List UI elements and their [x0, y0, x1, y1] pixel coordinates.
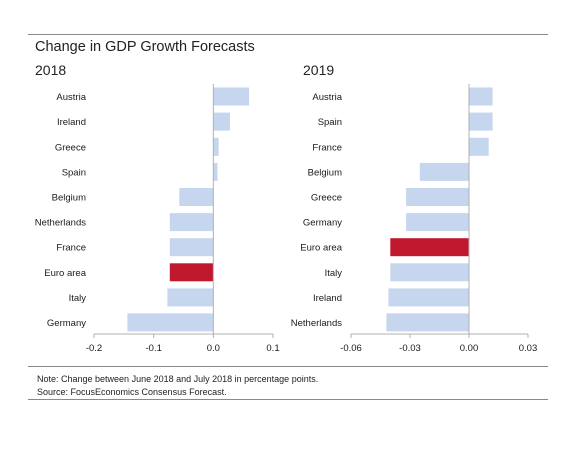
- bar-2019-euro-area: [390, 238, 469, 257]
- category-label: France: [312, 142, 342, 153]
- x-tick-label: 0.0: [207, 343, 220, 354]
- bar-2018-italy: [167, 288, 214, 307]
- category-label: Germany: [47, 318, 86, 329]
- category-label: Ireland: [313, 293, 342, 304]
- panel-title-2019: 2019: [303, 62, 335, 78]
- panel-title-2018: 2018: [35, 62, 67, 78]
- category-label: Netherlands: [35, 218, 86, 229]
- bar-2019-greece: [406, 188, 469, 206]
- x-tick-label: -0.03: [399, 343, 421, 354]
- bar-2018-germany: [127, 313, 214, 332]
- bar-2018-ireland: [213, 112, 230, 131]
- category-label: Netherlands: [291, 318, 342, 329]
- bar-2019-austria: [469, 87, 493, 106]
- note-rule: [28, 366, 548, 367]
- bar-2019-italy: [390, 263, 469, 282]
- bar-2018-euro-area: [169, 263, 214, 282]
- category-label: Greece: [55, 142, 86, 153]
- bar-2019-france: [469, 137, 489, 156]
- category-label: Ireland: [57, 117, 86, 128]
- category-label: Euro area: [300, 243, 342, 254]
- x-tick-label: -0.2: [86, 343, 102, 354]
- bottom-rule: [28, 399, 548, 400]
- category-label: Belgium: [52, 193, 86, 204]
- x-tick-label: 0.00: [460, 343, 479, 354]
- category-label: Belgium: [308, 167, 342, 178]
- bar-2019-belgium: [419, 162, 469, 181]
- x-tick-label: 0.1: [266, 343, 279, 354]
- x-tick-label: -0.06: [340, 343, 362, 354]
- bar-2019-netherlands: [386, 313, 469, 332]
- bar-2018-austria: [213, 87, 250, 106]
- x-tick-label: -0.1: [146, 343, 162, 354]
- bar-2018-greece: [213, 137, 219, 156]
- category-label: Spain: [62, 167, 86, 178]
- category-label: Italy: [325, 268, 343, 279]
- bar-2018-france: [169, 238, 214, 257]
- bar-2019-ireland: [388, 288, 469, 307]
- note-text: Note: Change between June 2018 and July …: [37, 374, 319, 384]
- chart-title: Change in GDP Growth Forecasts: [35, 39, 255, 55]
- category-label: Austria: [312, 92, 342, 103]
- bar-2018-belgium: [179, 188, 214, 206]
- category-label: Spain: [318, 117, 342, 128]
- category-label: Austria: [56, 92, 86, 103]
- category-label: Euro area: [44, 268, 86, 279]
- top-rule: [28, 34, 548, 35]
- bar-2018-netherlands: [169, 213, 214, 232]
- x-tick-label: 0.03: [519, 343, 538, 354]
- category-label: Italy: [69, 293, 87, 304]
- category-label: Greece: [311, 193, 342, 204]
- category-label: Germany: [303, 218, 342, 229]
- bar-2018-spain: [213, 162, 218, 181]
- category-label: France: [56, 243, 86, 254]
- bar-2019-spain: [469, 112, 493, 131]
- bar-2019-germany: [406, 213, 469, 232]
- source-text: Source: FocusEconomics Consensus Forecas…: [37, 387, 227, 397]
